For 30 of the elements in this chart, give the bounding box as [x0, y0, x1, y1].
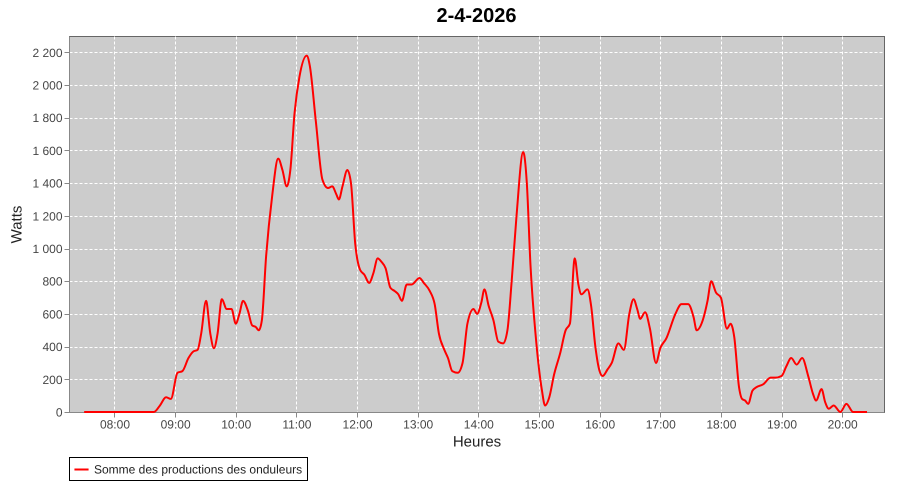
y-tick-label: 0 [56, 406, 63, 420]
y-axis-title: Watts [8, 206, 26, 244]
y-tick-label: 2 200 [32, 46, 63, 60]
y-tick-label: 1 400 [32, 176, 63, 191]
y-tick-label: 2 000 [32, 78, 63, 93]
x-tick-label: 09:00 [160, 418, 191, 432]
y-tick-label: 1 200 [32, 209, 63, 224]
y-tick-label: 600 [42, 307, 63, 322]
y-tick-label: 400 [42, 340, 63, 354]
x-tick-label: 11:00 [282, 418, 312, 432]
x-tick-label: 08:00 [100, 418, 130, 432]
line-series [83, 54, 868, 413]
x-tick-label: 10:00 [221, 418, 252, 432]
chart-title: 2-4-2026 [436, 5, 517, 27]
y-tick-label: 1 000 [32, 242, 63, 256]
x-tick-label: 13:00 [403, 418, 434, 432]
y-tick-label: 800 [42, 274, 63, 289]
x-axis-title: Heures [452, 434, 502, 450]
x-tick-label: 17:00 [646, 418, 676, 432]
x-tick-label: 18:00 [706, 418, 737, 432]
y-tick-label: 1 600 [32, 144, 63, 158]
y-tick-label: 200 [42, 372, 63, 387]
x-tick-label: 12:00 [342, 418, 373, 432]
x-tick-label: 20:00 [828, 418, 858, 432]
x-tick-label: 14:00 [464, 418, 494, 432]
legend-label: Somme des productions des onduleurs [94, 462, 302, 476]
x-tick-label: 15:00 [524, 418, 555, 432]
x-tick-label: 16:00 [585, 418, 616, 432]
y-tick-label: 1 800 [32, 111, 63, 126]
x-tick-label: 19:00 [767, 418, 798, 432]
